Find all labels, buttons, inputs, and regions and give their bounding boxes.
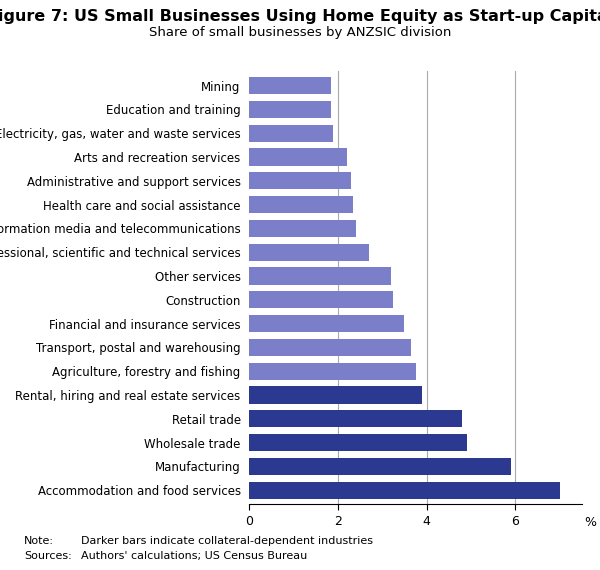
Bar — [249, 243, 369, 260]
Text: Figure 7: US Small Businesses Using Home Equity as Start-up Capital: Figure 7: US Small Businesses Using Home… — [0, 9, 600, 23]
Bar — [249, 458, 511, 475]
Bar — [249, 339, 411, 356]
Text: %: % — [584, 516, 596, 529]
Bar — [249, 315, 404, 332]
Bar — [249, 220, 356, 237]
Bar — [249, 196, 353, 213]
Bar — [249, 172, 351, 189]
Text: Darker bars indicate collateral-dependent industries: Darker bars indicate collateral-dependen… — [81, 536, 373, 546]
Bar — [249, 363, 415, 380]
Bar — [249, 410, 462, 428]
Bar — [249, 291, 394, 308]
Bar — [249, 101, 331, 118]
Bar — [249, 482, 560, 499]
Bar — [249, 77, 331, 94]
Text: Sources:: Sources: — [24, 551, 72, 561]
Bar — [249, 434, 467, 451]
Bar — [249, 267, 391, 284]
Bar — [249, 125, 334, 142]
Bar — [249, 386, 422, 404]
Bar — [249, 148, 347, 165]
Text: Share of small businesses by ANZSIC division: Share of small businesses by ANZSIC divi… — [149, 26, 451, 39]
Text: Note:: Note: — [24, 536, 54, 546]
Text: Authors' calculations; US Census Bureau: Authors' calculations; US Census Bureau — [81, 551, 307, 561]
